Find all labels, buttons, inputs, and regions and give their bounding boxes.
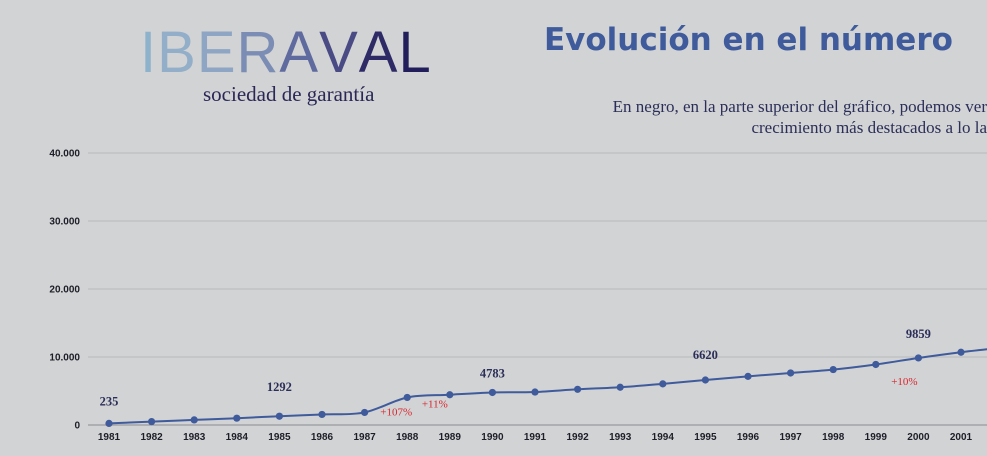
series-line	[108, 348, 987, 425]
logo-letter: R	[236, 20, 280, 85]
data-point	[318, 410, 326, 419]
y-tick-label: 20.000	[49, 285, 80, 296]
data-point	[787, 369, 795, 377]
data-point	[957, 348, 965, 356]
x-tick-label: 1985	[268, 432, 291, 443]
subtitle-line-1: En negro, en la parte superior del gráfi…	[612, 97, 987, 116]
x-tick-label: 1996	[737, 432, 760, 443]
logo-letter: L	[398, 20, 432, 85]
page-title: Evolución en el número	[544, 22, 953, 58]
data-point	[872, 360, 880, 369]
x-tick-label: 1998	[822, 432, 845, 443]
x-tick-label: 1984	[226, 432, 249, 443]
y-tick-label: 0	[74, 421, 80, 432]
x-tick-label: 1990	[481, 432, 504, 443]
growth-annotation: +10%	[891, 376, 917, 388]
data-point	[148, 418, 156, 426]
data-point	[403, 393, 411, 402]
growth-annotation: +107%	[380, 406, 412, 418]
data-point	[233, 414, 241, 422]
data-label: 1292	[267, 380, 292, 394]
data-point	[914, 354, 923, 362]
data-point	[744, 372, 752, 380]
data-point	[829, 365, 837, 374]
x-tick-label: 1994	[652, 432, 675, 443]
x-tick-label: 1986	[311, 432, 334, 443]
x-tick-label: 1989	[439, 432, 462, 443]
data-point	[488, 388, 496, 397]
data-point	[361, 408, 369, 417]
x-tick-label: 1995	[694, 432, 717, 443]
logo-letter: B	[157, 20, 197, 85]
iberaval-logo: IBERAVAL sociedad de garantía	[140, 24, 450, 107]
x-tick-label: 1983	[183, 432, 206, 443]
logo-letter: I	[140, 20, 158, 85]
y-tick-label: 40.000	[49, 149, 80, 160]
data-label: 9859	[906, 327, 931, 341]
data-point	[446, 391, 454, 399]
logo-letter: V	[319, 20, 359, 85]
x-tick-label: 1987	[353, 432, 376, 443]
logo-tagline: sociedad de garantía	[203, 82, 375, 106]
x-tick-label: 1993	[609, 432, 632, 443]
data-point	[190, 416, 198, 424]
data-point	[659, 380, 667, 388]
data-label: 6620	[693, 348, 718, 362]
logo-letter: A	[279, 20, 320, 85]
logo-letter: A	[358, 20, 399, 85]
x-tick-label: 2000	[907, 432, 930, 443]
data-point	[105, 419, 113, 428]
subtitle-line-2: crecimiento más destacados a lo la	[751, 118, 987, 137]
x-tick-label: 1988	[396, 432, 419, 443]
page-subtitle: En negro, en la parte superior del gráfi…	[560, 96, 987, 138]
x-tick-label: 1997	[779, 432, 802, 443]
logo-letter: E	[196, 20, 237, 85]
x-tick-label: 1991	[524, 432, 547, 443]
x-tick-label: 1999	[865, 432, 888, 443]
data-label: 235	[100, 394, 119, 408]
data-point	[574, 385, 582, 393]
logo-wordmark: IBERAVAL	[140, 24, 450, 82]
y-tick-label: 10.000	[49, 353, 80, 364]
x-tick-label: 1982	[140, 432, 163, 443]
growth-annotation: +11%	[422, 399, 448, 411]
data-point	[616, 383, 624, 391]
data-label: 4783	[480, 366, 505, 380]
data-point	[701, 376, 710, 384]
data-point	[531, 388, 539, 396]
data-point	[275, 412, 283, 420]
x-tick-label: 1981	[98, 432, 121, 443]
x-tick-label: 2001	[950, 432, 973, 443]
x-tick-label: 1992	[566, 432, 589, 443]
y-tick-label: 30.000	[49, 217, 80, 228]
